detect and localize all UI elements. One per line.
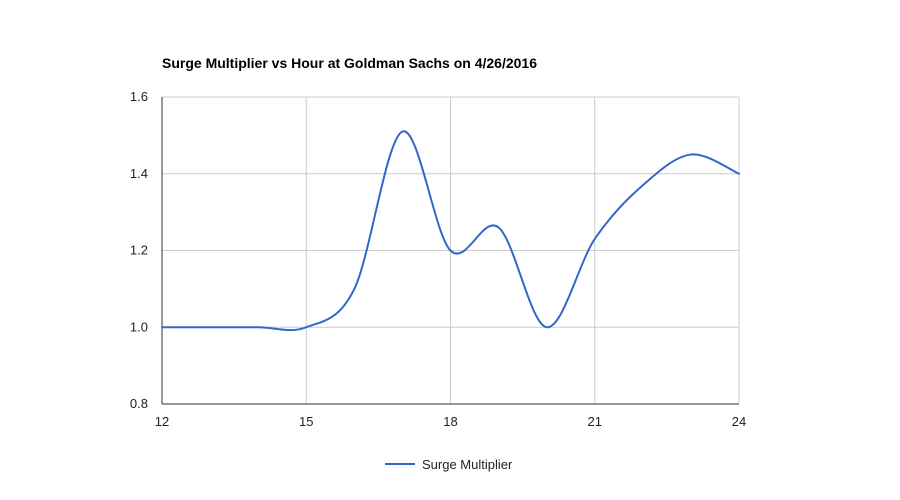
y-tick-label: 1.6 [130,89,148,104]
x-tick-label: 18 [443,414,457,429]
series-line-surge-multiplier [161,130,740,332]
legend: Surge Multiplier [385,457,513,472]
axes [161,97,739,405]
y-tick-label: 0.8 [130,396,148,411]
chart-title: Surge Multiplier vs Hour at Goldman Sach… [162,55,537,71]
x-tick-label: 24 [732,414,746,429]
y-tick-label: 1.0 [130,319,148,334]
x-tick-label: 15 [299,414,313,429]
y-tick-label: 1.2 [130,243,148,258]
x-tick-label: 21 [588,414,602,429]
legend-label: Surge Multiplier [422,457,513,472]
tick-labels: 0.8 1.0 1.2 1.4 1.6 12 15 18 21 24 [130,89,746,429]
y-tick-label: 1.4 [130,166,148,181]
series-lines [161,130,740,332]
x-tick-label: 12 [155,414,169,429]
